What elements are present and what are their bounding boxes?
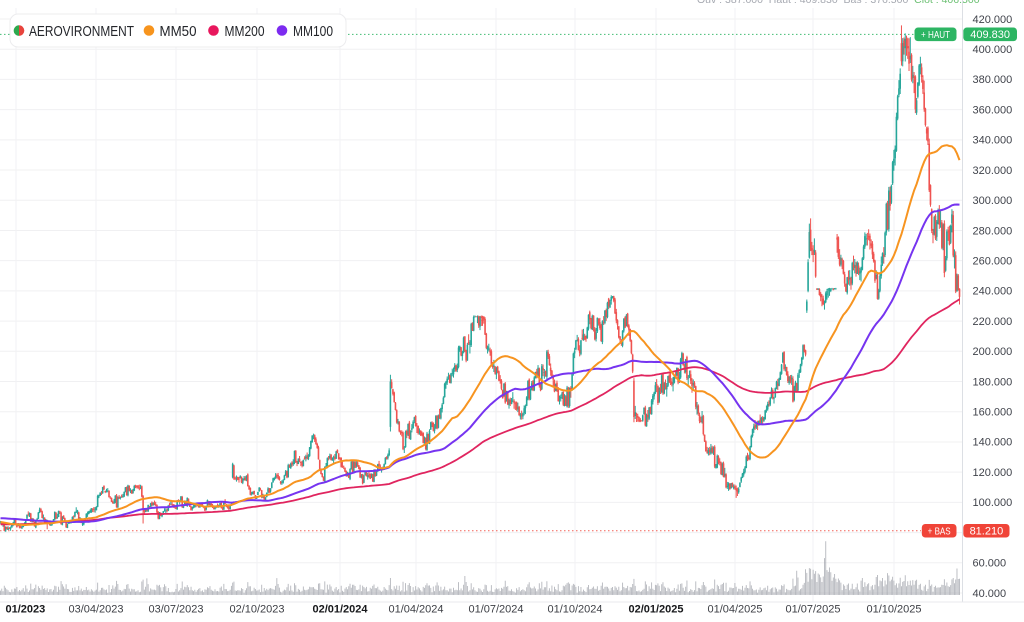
- svg-text:160.000: 160.000: [973, 407, 1013, 419]
- svg-text:01/04/2024: 01/04/2024: [388, 604, 443, 616]
- svg-text:03/07/2023: 03/07/2023: [148, 604, 203, 616]
- svg-text:+ BAS: + BAS: [928, 525, 951, 537]
- svg-text:01/2023: 01/2023: [6, 604, 46, 616]
- svg-text:280.000: 280.000: [973, 225, 1013, 237]
- svg-text:340.000: 340.000: [973, 135, 1013, 147]
- svg-text:Ouv : 387.000 Haut : 409.830: Ouv : 387.000 Haut : 409.830 Bas : 376.5…: [697, 0, 980, 6]
- svg-text:01/10/2025: 01/10/2025: [866, 604, 921, 616]
- svg-text:81.210: 81.210: [970, 525, 1004, 537]
- svg-text:260.000: 260.000: [973, 255, 1013, 267]
- svg-text:02/01/2024: 02/01/2024: [312, 604, 368, 616]
- svg-text:420.000: 420.000: [973, 14, 1013, 26]
- svg-text:01/07/2024: 01/07/2024: [468, 604, 523, 616]
- svg-text:02/01/2025: 02/01/2025: [628, 604, 683, 616]
- svg-text:380.000: 380.000: [973, 74, 1013, 86]
- svg-text:300.000: 300.000: [973, 195, 1013, 207]
- svg-text:360.000: 360.000: [973, 104, 1013, 116]
- svg-text:MM200: MM200: [225, 24, 265, 40]
- svg-text:01/07/2025: 01/07/2025: [785, 604, 840, 616]
- svg-text:AEROVIRONMENT: AEROVIRONMENT: [29, 24, 134, 40]
- svg-text:MM50: MM50: [160, 24, 197, 40]
- svg-text:180.000: 180.000: [973, 376, 1013, 388]
- svg-text:240.000: 240.000: [973, 286, 1013, 298]
- svg-text:03/04/2023: 03/04/2023: [68, 604, 123, 616]
- svg-text:140.000: 140.000: [973, 437, 1013, 449]
- svg-text:40.000: 40.000: [973, 588, 1007, 600]
- svg-text:+ HAUT: + HAUT: [921, 29, 950, 41]
- svg-text:02/10/2023: 02/10/2023: [229, 604, 284, 616]
- svg-text:01/04/2025: 01/04/2025: [707, 604, 762, 616]
- svg-text:MM100: MM100: [293, 24, 333, 40]
- svg-text:01/10/2024: 01/10/2024: [547, 604, 602, 616]
- svg-text:200.000: 200.000: [973, 346, 1013, 358]
- svg-text:320.000: 320.000: [973, 165, 1013, 177]
- svg-text:120.000: 120.000: [973, 467, 1013, 479]
- svg-text:220.000: 220.000: [973, 316, 1013, 328]
- svg-text:60.000: 60.000: [973, 558, 1007, 570]
- svg-text:100.000: 100.000: [973, 497, 1013, 509]
- svg-text:400.000: 400.000: [973, 44, 1013, 56]
- svg-text:409.830: 409.830: [970, 29, 1010, 41]
